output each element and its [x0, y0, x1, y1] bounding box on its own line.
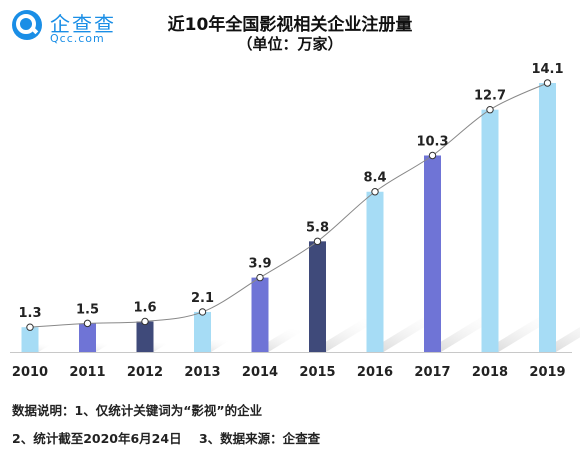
trend-point-2015 [313, 237, 322, 246]
data-note-1: 数据说明：1、仅统计关键词为“影视”的企业 [12, 403, 263, 418]
value-label: 5.8 [306, 220, 329, 235]
value-label: 2.1 [191, 291, 214, 306]
bar-2019 [539, 83, 556, 352]
trend-point-2018 [486, 106, 494, 114]
bar-2013 [194, 311, 211, 352]
trend-point-2012 [141, 317, 149, 326]
bar-2014 [251, 277, 269, 352]
x-tick-label: 2015 [299, 365, 335, 380]
bar-2011 [79, 323, 96, 352]
value-label: 3.9 [248, 257, 271, 272]
bar-2017 [424, 155, 441, 352]
bar-chart: 1.3 1.5 1.6 2.1 3.9 5.8 8.4 10.3 12.7 14.1 2010 201… [10, 62, 580, 380]
bar-shadow [309, 318, 381, 352]
x-tick-label: 2010 [12, 365, 48, 380]
trend-point-2010 [26, 323, 34, 331]
brand-logo: 企查查 Qcc.com [10, 6, 135, 46]
value-label: 12.7 [474, 89, 506, 104]
chart-subtitle: （单位：万家） [237, 35, 343, 53]
bar-2016 [366, 191, 384, 352]
x-tick-label: 2019 [529, 365, 565, 380]
value-label: 1.5 [76, 302, 99, 317]
x-tick-label: 2016 [357, 365, 393, 380]
trend-point-2013 [198, 308, 207, 316]
bar-2018 [481, 109, 499, 352]
value-label: 1.3 [18, 306, 41, 321]
bar-2015 [309, 241, 326, 352]
data-note-2: 2、统计截至2020年6月24日 3、数据来源：企查查 [12, 431, 321, 446]
x-tick-label: 2018 [472, 365, 508, 380]
x-tick-label: 2017 [414, 365, 450, 380]
chart-title: 近10年全国影视相关企业注册量 [167, 15, 413, 35]
x-tick-label: 2014 [242, 365, 278, 380]
value-label: 14.1 [531, 62, 563, 77]
bar-2010 [21, 327, 39, 352]
trend-point-2017 [428, 151, 437, 160]
trend-line [29, 82, 548, 328]
value-label: 8.4 [363, 171, 386, 186]
bar-2012 [136, 321, 154, 352]
x-tick-label: 2013 [184, 365, 220, 380]
brand-domain: Qcc.com [50, 32, 105, 45]
trend-point-2011 [83, 319, 92, 328]
trend-point-2016 [371, 188, 379, 196]
x-tick-label: 2011 [69, 365, 105, 380]
trend-point-2014 [256, 273, 264, 282]
value-label: 10.3 [416, 134, 448, 149]
x-tick-label: 2012 [127, 365, 163, 380]
trend-point-2019 [543, 79, 552, 87]
qcc-logo-icon [12, 10, 42, 40]
brand-name: 企查查 [50, 12, 116, 36]
value-label: 1.6 [133, 300, 156, 315]
